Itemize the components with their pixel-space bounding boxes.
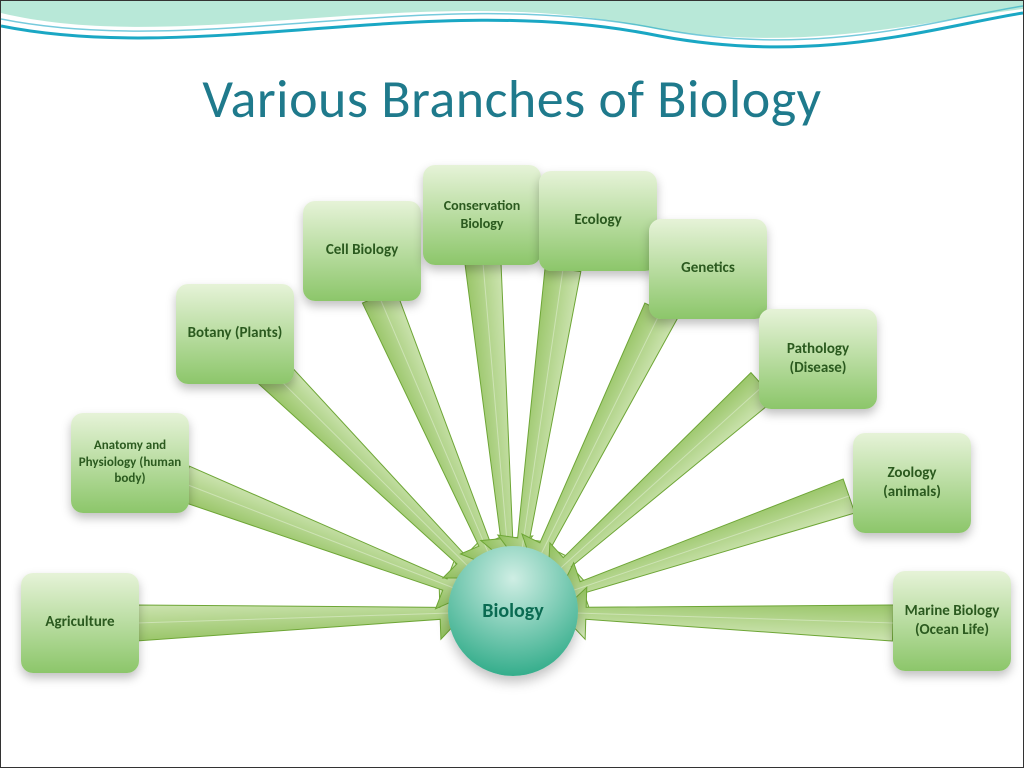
wave-front [1,13,1023,47]
branch-label: Pathology (Disease) [765,340,871,379]
branch-label: Anatomy and Physiology (human body) [77,438,183,489]
branch-box: Pathology (Disease) [759,309,877,409]
branch-box: Anatomy and Physiology (human body) [71,413,189,513]
center-label: Biology [482,599,544,623]
branch-label: Botany (Plants) [188,324,283,344]
branch-label: Conservation Biology [429,197,535,233]
branch-box: Agriculture [21,573,139,673]
branch-label: Cell Biology [326,241,398,261]
wave-back [1,1,1023,38]
branch-box: Botany (Plants) [176,284,294,384]
branch-label: Genetics [681,259,735,279]
branch-box: Ecology [539,171,657,271]
center-node: Biology [448,546,578,676]
branch-box: Cell Biology [303,201,421,301]
branch-label: Zoology (animals) [859,464,965,503]
branch-box: Conservation Biology [423,165,541,265]
branch-label: Agriculture [45,613,114,633]
branch-box: Zoology (animals) [853,433,971,533]
branch-box: Marine Biology (Ocean Life) [893,571,1011,671]
branches-diagram: Biology Agriculture Anatomy and Physiolog… [1,141,1024,751]
slide-title: Various Branches of Biology [1,66,1023,132]
branch-box: Genetics [649,219,767,319]
branch-label: Ecology [574,211,621,231]
branch-label: Marine Biology (Ocean Life) [905,602,1000,641]
